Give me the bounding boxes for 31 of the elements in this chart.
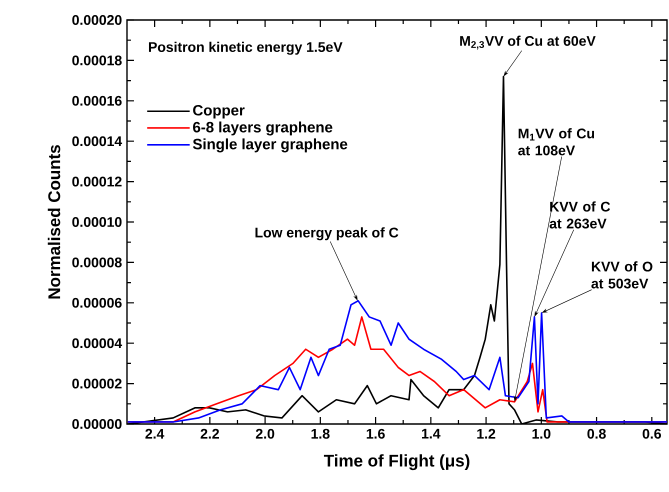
annotation: M$_{1}$VV of Cu at 108eV [518, 128, 594, 156]
annotation: Positron kinetic energy 1.5eV [148, 42, 343, 55]
x-tick-label: 1.8 [312, 428, 330, 439]
y-tick-label: 0.00008 [72, 257, 122, 268]
x-tick-label: 1.0 [532, 428, 550, 439]
x-tick-label: 0.6 [642, 428, 661, 439]
y-tick-label: 0.00014 [72, 136, 122, 146]
y-tick-label: 0.00010 [72, 217, 122, 227]
annotation: KVV of O at 503eV [591, 261, 652, 288]
legend-label: 6-8 layers graphene [193, 121, 332, 136]
x-tick-label: 0.8 [587, 428, 606, 439]
legend-label: Single layer graphene [192, 138, 348, 152]
y-tick-label: 0.00002 [72, 378, 122, 389]
x-axis-title: Time of Flight (μs) [324, 454, 470, 470]
y-tick-label: 0.00018 [72, 55, 122, 66]
annotation: M$_{2,3}$VV of Cu at 60eV [460, 36, 596, 50]
y-tick-label: 0.00000 [72, 419, 122, 429]
annotation: Low energy peak of C [255, 227, 398, 240]
x-tick-label: 1.4 [422, 428, 440, 438]
y-tick-label: 0.00020 [72, 15, 122, 25]
x-tick-label: 2.4 [145, 428, 164, 439]
x-tick-label: 2.2 [200, 428, 219, 439]
x-tick-label: 1.2 [477, 428, 496, 439]
y-tick-label: 0.00004 [72, 338, 122, 348]
y-tick-label: 0.00016 [72, 96, 122, 106]
legend-label: Copper [193, 104, 245, 119]
y-axis-title: Normalised Counts [48, 145, 60, 298]
x-tick-label: 2.0 [256, 428, 274, 439]
y-tick-label: 0.00012 [72, 176, 122, 187]
y-tick-label: 0.00006 [72, 298, 122, 308]
x-tick-label: 1.6 [366, 428, 385, 439]
